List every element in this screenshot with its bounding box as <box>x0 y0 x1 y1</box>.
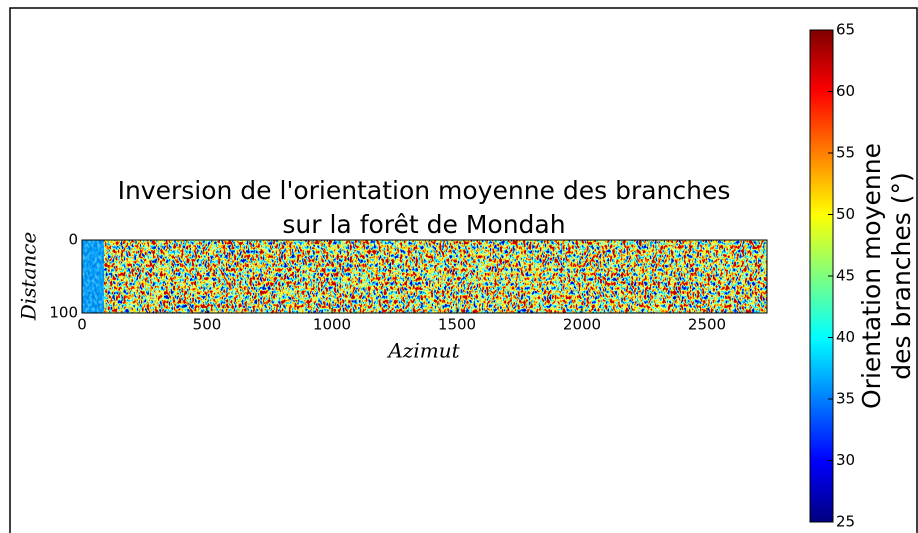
x-axis-label: Azimut <box>386 339 460 363</box>
heatmap-image <box>82 240 104 313</box>
x-tick-label: 2000 <box>563 316 601 334</box>
x-tick-label: 1000 <box>313 316 351 334</box>
frame <box>9 7 918 533</box>
x-tick-label: 1500 <box>438 316 476 334</box>
x-tick-label: 0 <box>77 316 87 334</box>
chart-title: sur la forêt de Mondah <box>282 210 565 239</box>
y-axis-label: Distance <box>17 232 41 322</box>
x-tick-label: 2500 <box>688 316 726 334</box>
colorbar-tick-label: 25 <box>836 513 855 531</box>
heatmap-image <box>82 240 767 313</box>
colorbar-tick-label: 45 <box>836 267 855 285</box>
colorbar-tick-label: 30 <box>836 451 855 469</box>
colorbar-tick-label: 50 <box>836 205 855 223</box>
colorbar-tick-label: 60 <box>836 82 855 100</box>
plot-frame <box>81 239 768 314</box>
colorbar-label: Orientation moyenne <box>857 143 886 409</box>
colorbar-tick-label: 35 <box>836 390 855 408</box>
colorbar-tick-label: 65 <box>836 21 855 39</box>
colorbar-tick-label: 40 <box>836 328 855 346</box>
x-tick-label: 500 <box>193 316 222 334</box>
colorbar-tick-label: 55 <box>836 144 855 162</box>
chart-title: Inversion de l'orientation moyenne des b… <box>118 176 731 205</box>
y-tick-label: 0 <box>68 231 78 249</box>
colorbar-label: des branches (°) <box>887 172 916 379</box>
y-tick-label: 100 <box>49 304 78 322</box>
